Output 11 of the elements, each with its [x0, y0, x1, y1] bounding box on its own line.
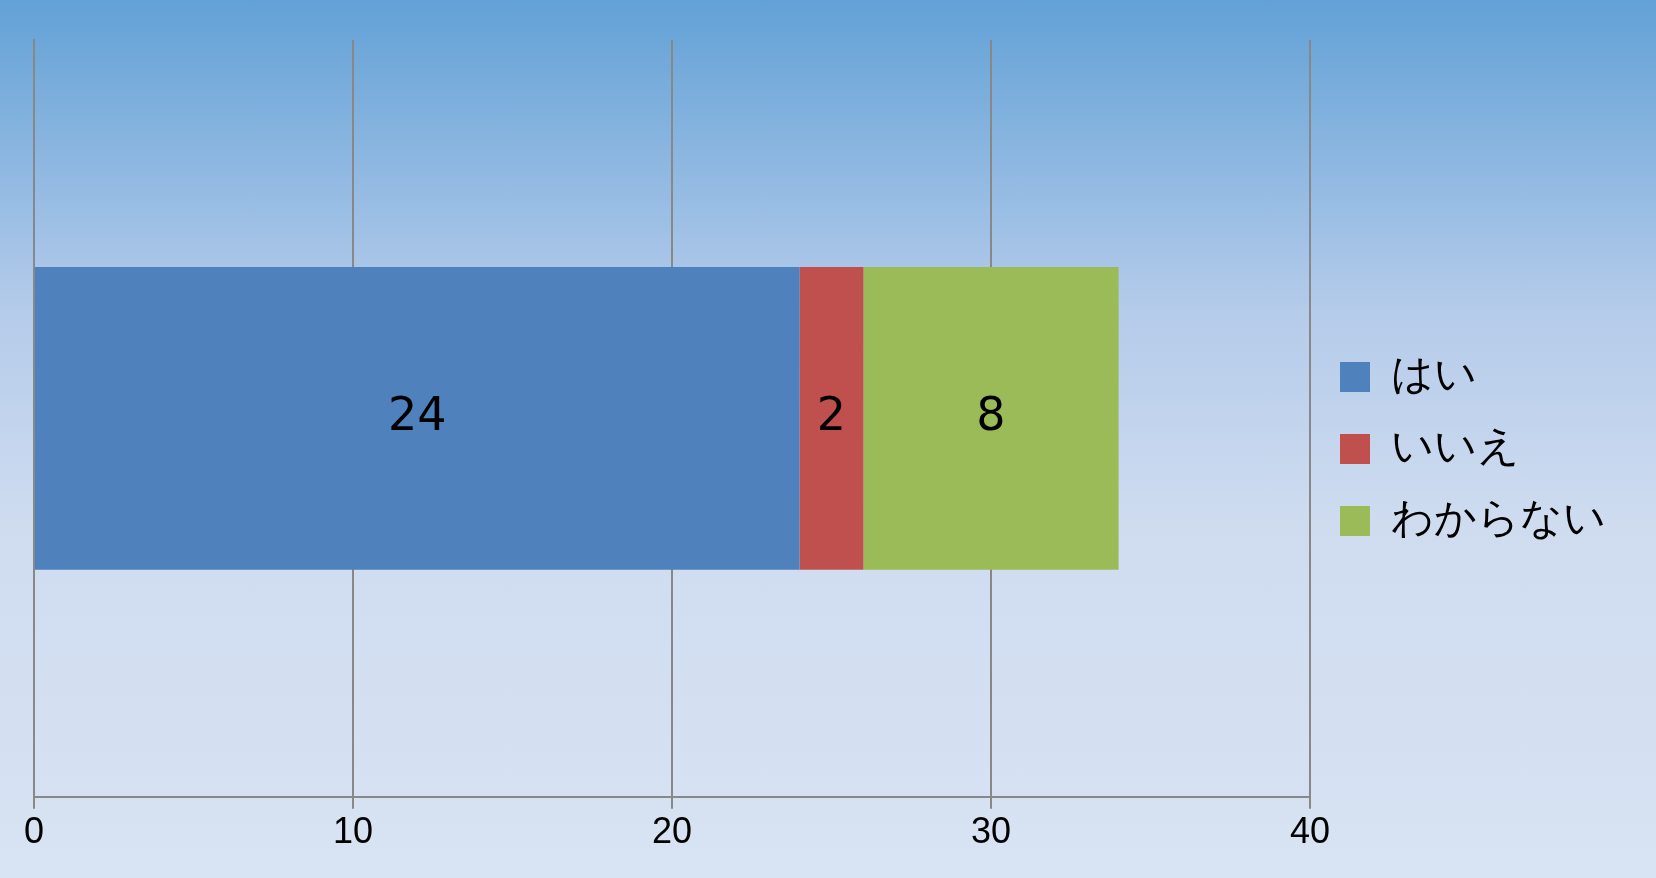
x-tick-label: 10: [332, 810, 374, 852]
data-label: 24: [388, 387, 447, 442]
x-tick-label: 30: [970, 810, 1012, 852]
legend-label: はい: [1391, 348, 1477, 398]
x-tick-label: 0: [23, 810, 45, 852]
x-tick-label: 20: [651, 810, 693, 852]
legend-label: わからない: [1391, 492, 1606, 542]
data-label: 2: [816, 387, 847, 442]
x-tick-label: 40: [1289, 810, 1331, 852]
legend-label: いいえ: [1391, 420, 1520, 470]
data-label: 8: [976, 387, 1006, 442]
